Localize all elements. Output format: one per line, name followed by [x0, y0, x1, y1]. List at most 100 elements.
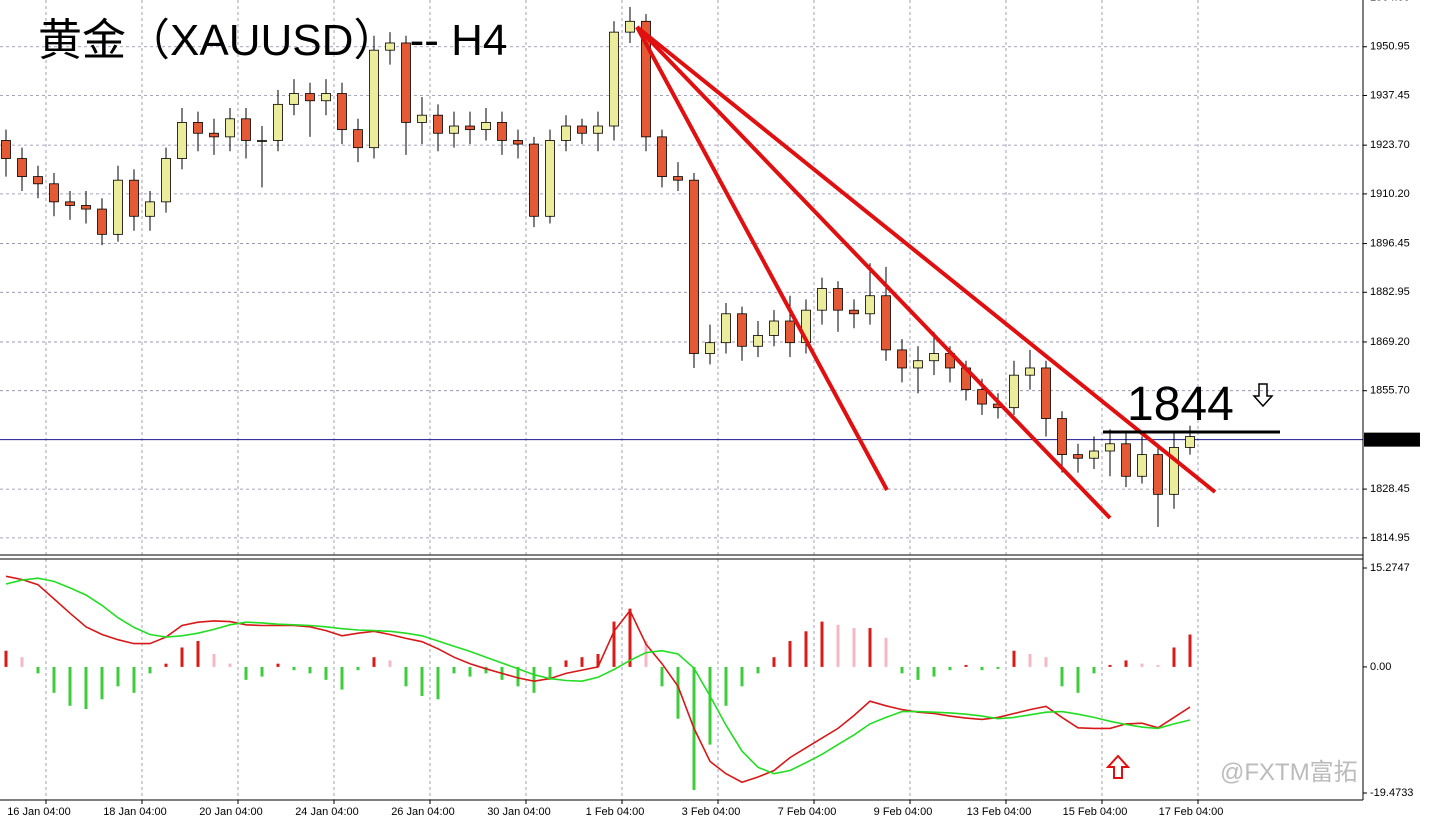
- histogram-bar: [580, 657, 584, 667]
- histogram-bar: [20, 657, 24, 667]
- histogram-bar: [740, 666, 744, 687]
- x-tick-label: 15 Feb 04:00: [1063, 806, 1128, 818]
- candle-body: [1057, 418, 1067, 456]
- candle-body: [33, 176, 43, 185]
- candle-body: [17, 158, 27, 177]
- histogram-bar: [324, 666, 328, 680]
- histogram-bar: [436, 666, 440, 700]
- histogram-bar: [420, 666, 424, 697]
- candle-body: [721, 313, 731, 344]
- histogram-bar: [196, 641, 200, 667]
- histogram-bar: [164, 663, 168, 667]
- annotation: 1844: [1127, 378, 1234, 431]
- histogram-bar: [564, 660, 568, 667]
- candle-body: [641, 20, 651, 138]
- current-price-label: 1842.15: [1370, 434, 1410, 446]
- histogram-bar: [724, 666, 728, 706]
- histogram-bar: [1060, 666, 1064, 687]
- histogram-bar: [868, 628, 872, 667]
- candle-body: [241, 118, 251, 141]
- x-tick-label: 1 Feb 04:00: [586, 806, 645, 818]
- histogram-bar: [836, 624, 840, 667]
- histogram-bar: [68, 666, 72, 706]
- histogram-bar: [212, 653, 216, 667]
- histogram-bar: [484, 666, 488, 674]
- candle-body: [737, 313, 747, 347]
- trend-lines: [635, 25, 1217, 520]
- candle-body: [593, 125, 603, 134]
- histogram-bar: [308, 666, 312, 674]
- histogram-bar: [548, 666, 552, 680]
- candle-body: [1121, 443, 1131, 477]
- y-tick-label: 1910.20: [1370, 188, 1410, 200]
- histogram-bar: [180, 647, 184, 667]
- candle-body: [1137, 454, 1147, 477]
- candle-body: [97, 208, 107, 235]
- up-arrow: [1105, 754, 1131, 779]
- histogram-bar: [1012, 650, 1016, 667]
- candle-body: [561, 125, 571, 141]
- histogram-bar: [772, 657, 776, 667]
- trend-line: [635, 26, 889, 491]
- y-tick-label: 1855.70: [1370, 385, 1410, 397]
- histogram-bar: [468, 666, 472, 677]
- histogram-bar: [404, 666, 408, 687]
- current-price-box: [1364, 432, 1420, 447]
- histogram-bar: [900, 666, 904, 674]
- candle-body: [625, 20, 635, 33]
- histogram-bar: [964, 664, 968, 667]
- candle-body: [385, 42, 395, 51]
- histogram-bar: [244, 666, 248, 680]
- plot: [0, 6, 1363, 790]
- histogram-bar: [820, 621, 824, 667]
- histogram-bar: [4, 650, 8, 667]
- histogram-bar: [1156, 664, 1160, 667]
- y-tick-label: 1828.45: [1370, 483, 1410, 495]
- x-tick-label: 9 Feb 04:00: [874, 806, 933, 818]
- candle-body: [465, 125, 475, 131]
- histogram-bar: [292, 666, 296, 671]
- histogram-bar: [804, 631, 808, 667]
- histogram-bar: [1124, 660, 1128, 667]
- histogram-bar: [356, 666, 360, 671]
- candle-body: [305, 93, 315, 102]
- candle-body: [529, 143, 539, 217]
- histogram-bar: [676, 666, 680, 719]
- y-tick-label: 1950.95: [1370, 41, 1410, 53]
- trend-line: [635, 25, 1217, 494]
- histogram-bar: [756, 666, 760, 674]
- candle-body: [785, 320, 795, 344]
- candle-body: [65, 201, 75, 206]
- candle-body: [289, 93, 299, 105]
- candle-body: [321, 93, 331, 102]
- histogram-bar: [452, 666, 456, 674]
- histogram-bar: [884, 637, 888, 667]
- candle-body: [897, 349, 907, 369]
- x-tick-label: 3 Feb 04:00: [682, 806, 741, 818]
- candle-body: [753, 335, 763, 347]
- x-tick-label: 7 Feb 04:00: [778, 806, 837, 818]
- candle-body: [705, 342, 715, 354]
- candle-body: [1009, 374, 1019, 409]
- histogram-bar: [1140, 663, 1144, 667]
- histogram-bar: [1076, 666, 1080, 693]
- y-tick-label: 1896.45: [1370, 237, 1410, 249]
- histogram-bar: [532, 666, 536, 693]
- histogram-bar: [980, 666, 984, 671]
- candle-body: [577, 125, 587, 134]
- y-tick-label: 0.00: [1370, 661, 1391, 673]
- candle-body: [1105, 443, 1115, 452]
- histogram-bar: [116, 666, 120, 687]
- candle-body: [849, 309, 859, 315]
- histogram-bar: [52, 666, 56, 693]
- candle-body: [273, 103, 283, 141]
- candle-body: [1185, 436, 1195, 448]
- histogram-bar: [132, 666, 136, 693]
- y-tick-label: 1882.95: [1370, 286, 1410, 298]
- candle-body: [513, 140, 523, 145]
- candle-body: [129, 179, 139, 217]
- histogram-bar: [516, 666, 520, 687]
